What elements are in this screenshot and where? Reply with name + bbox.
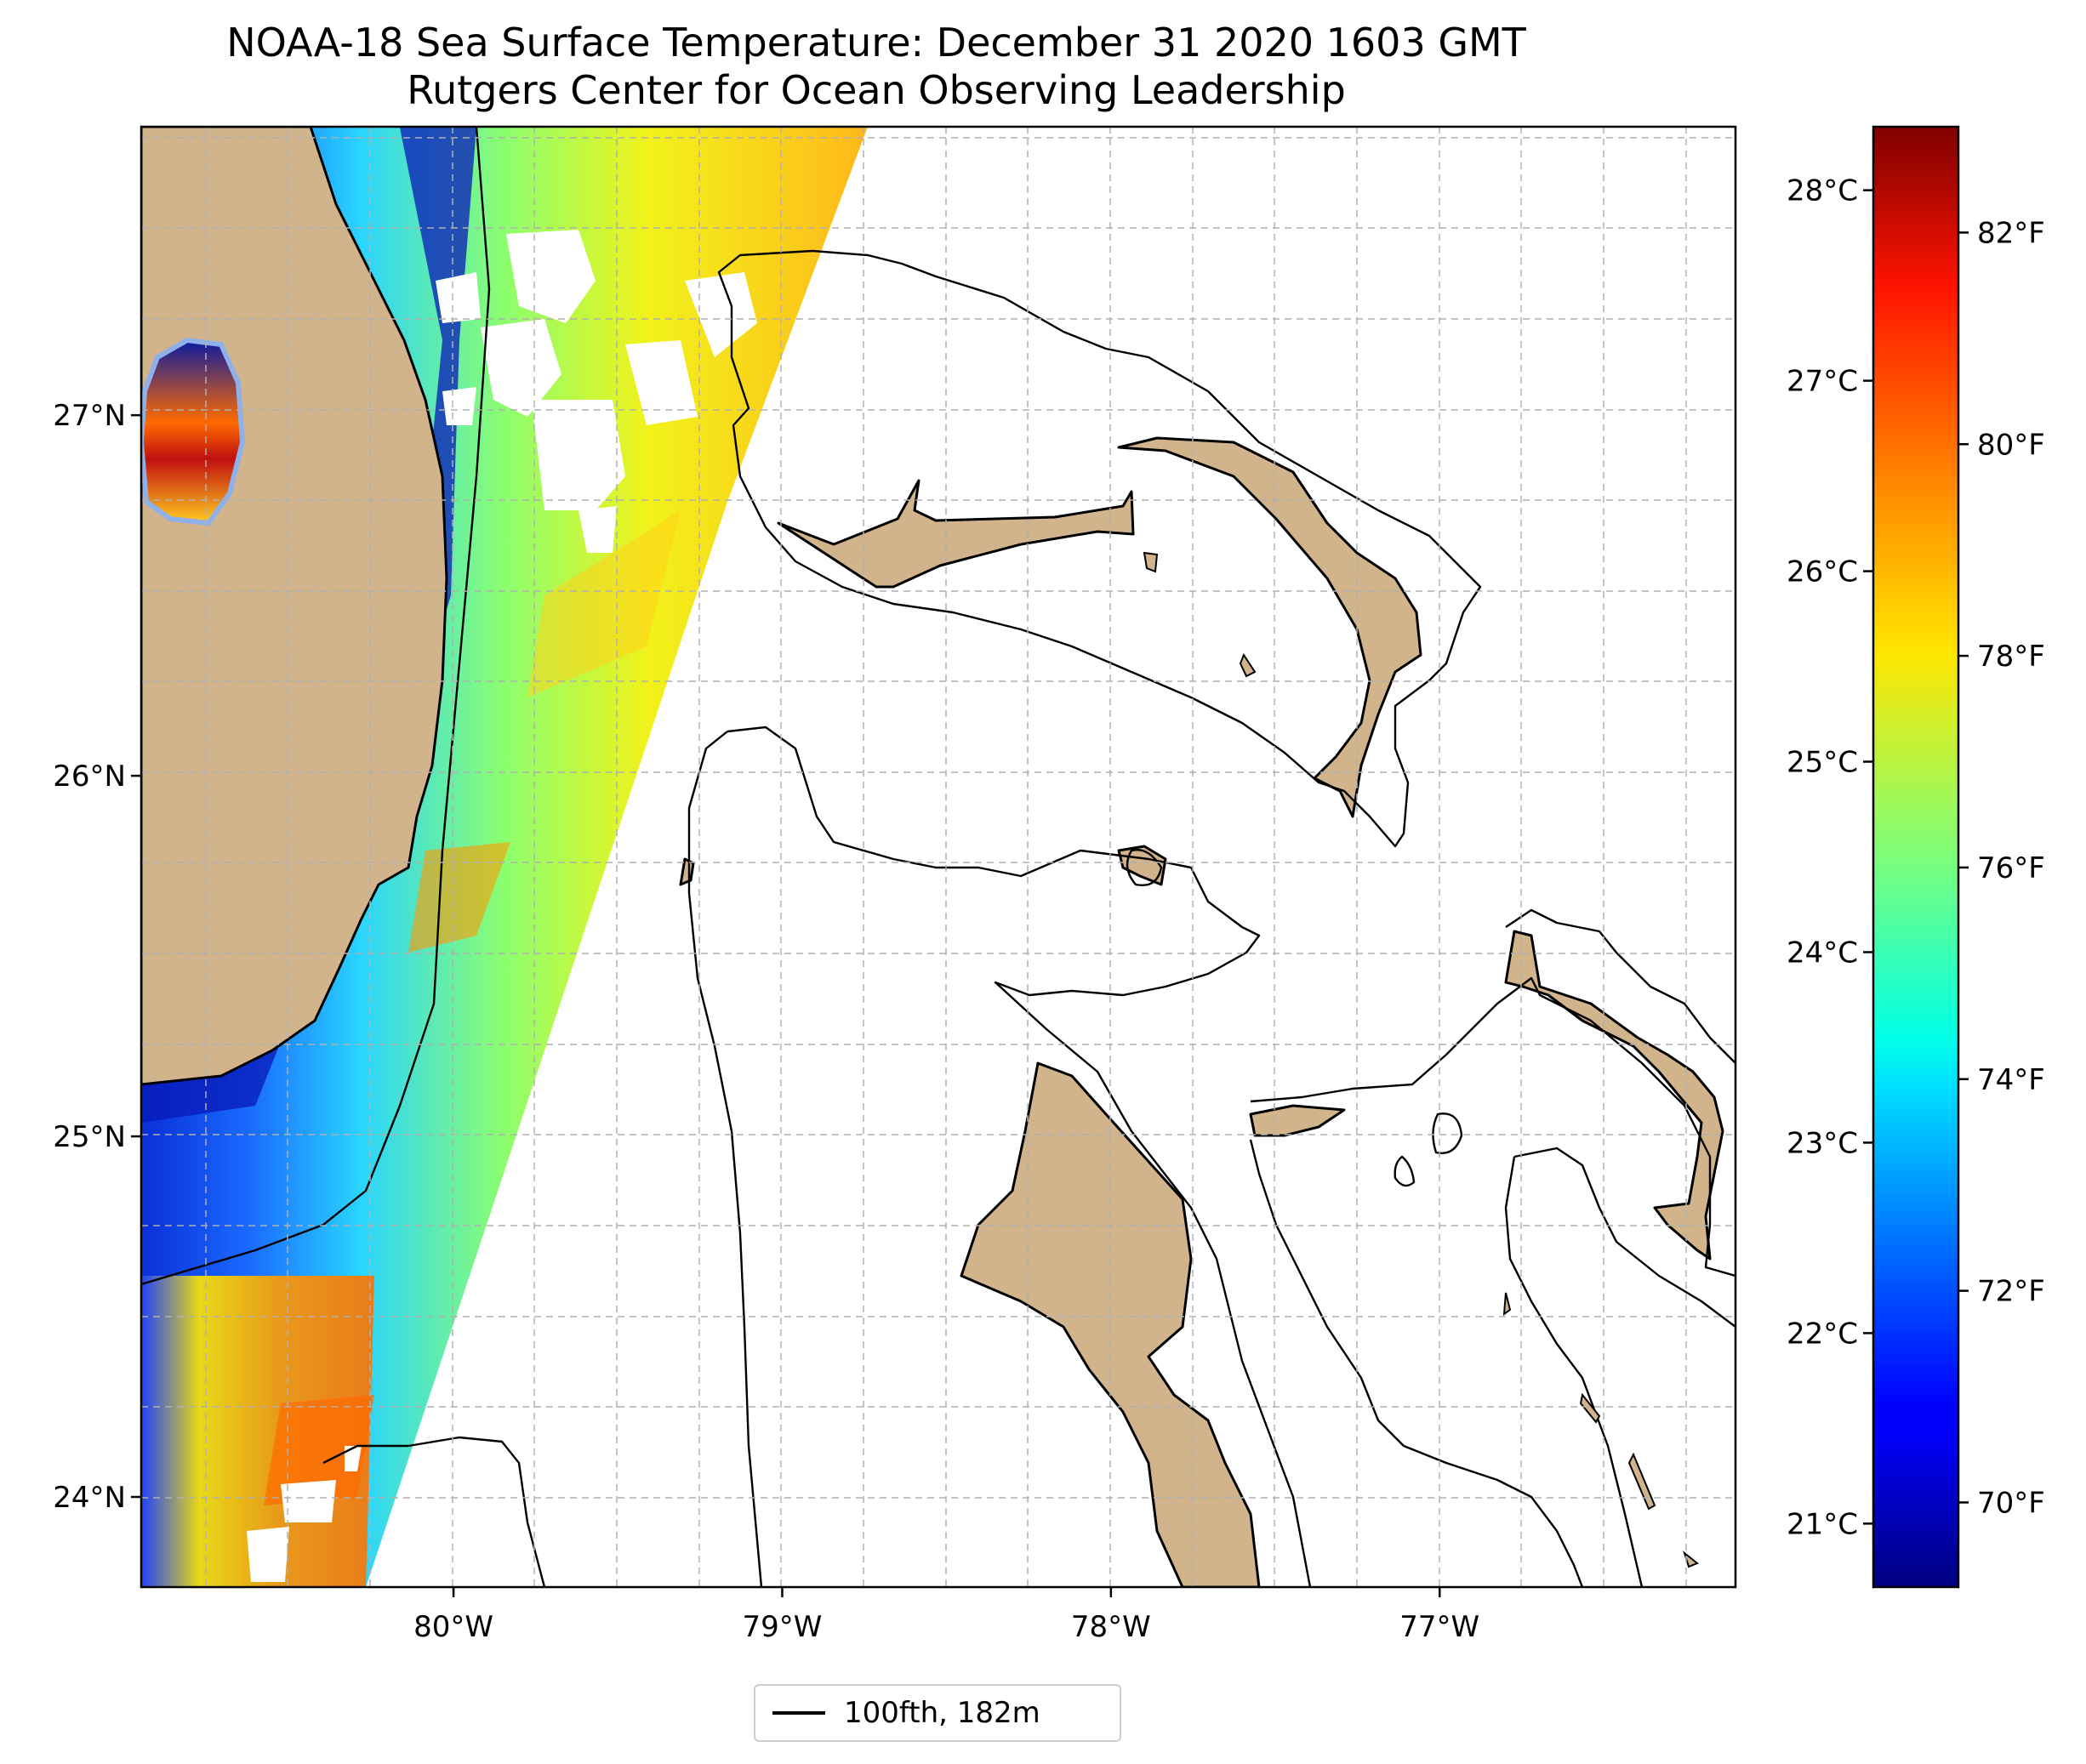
lon-tick-label: 80°W bbox=[413, 1610, 493, 1644]
lat-tick-label: 24°N bbox=[53, 1481, 126, 1515]
abaco-land bbox=[1117, 436, 1422, 818]
lon-tick-label: 78°W bbox=[1071, 1610, 1151, 1644]
celsius-tick-label: 23°C bbox=[1787, 1126, 1858, 1160]
andros-land bbox=[960, 1061, 1261, 1587]
lake-okeechobee-sst bbox=[141, 337, 246, 526]
map-frame bbox=[140, 125, 1737, 1589]
colorbar-fahrenheit-axis: 82°F 80°F 78°F 76°F 74°F 72°F 70°F bbox=[1958, 216, 2045, 1520]
lat-tick-label: 27°N bbox=[53, 399, 126, 433]
eleuthera-land bbox=[1504, 930, 1724, 1260]
gridlines bbox=[141, 127, 1735, 1587]
isobath-100fth bbox=[141, 127, 1735, 1587]
celsius-tick-label: 28°C bbox=[1787, 174, 1858, 208]
title-line-2: Rutgers Center for Ocean Observing Leade… bbox=[407, 67, 1346, 113]
title-line-1: NOAA-18 Sea Surface Temperature: Decembe… bbox=[226, 20, 1526, 65]
celsius-tick-label: 26°C bbox=[1787, 555, 1858, 589]
celsius-tick-label: 24°C bbox=[1787, 936, 1858, 970]
fahrenheit-tick-label: 76°F bbox=[1977, 851, 2045, 885]
cloud-gaps bbox=[247, 230, 757, 1582]
lon-tick-label: 79°W bbox=[743, 1610, 823, 1644]
fahrenheit-tick-label: 78°F bbox=[1977, 640, 2045, 674]
chart-title: NOAA-18 Sea Surface Temperature: Decembe… bbox=[0, 19, 1753, 114]
lat-axis: 27°N 26°N 25°N 24°N bbox=[53, 399, 141, 1515]
legend-label: 100fth, 182m bbox=[844, 1696, 1040, 1730]
celsius-tick-label: 21°C bbox=[1787, 1507, 1858, 1541]
fahrenheit-tick-label: 80°F bbox=[1977, 428, 2045, 462]
cays bbox=[1143, 551, 1699, 1568]
colorbar bbox=[1872, 125, 1960, 1589]
map-area bbox=[141, 127, 1735, 1587]
lon-tick-label: 77°W bbox=[1399, 1610, 1479, 1644]
legend-line-swatch bbox=[772, 1711, 825, 1715]
fahrenheit-tick-label: 70°F bbox=[1977, 1486, 2045, 1520]
celsius-tick-label: 22°C bbox=[1787, 1317, 1858, 1351]
fahrenheit-tick-label: 74°F bbox=[1977, 1063, 2045, 1097]
fahrenheit-tick-label: 72°F bbox=[1977, 1275, 2045, 1309]
celsius-tick-label: 25°C bbox=[1787, 746, 1858, 780]
lat-tick-label: 25°N bbox=[53, 1120, 126, 1154]
colorbar-celsius-axis: 28°C 27°C 26°C 25°C 24°C 23°C 22°C 21°C bbox=[1787, 174, 1873, 1541]
celsius-tick-label: 27°C bbox=[1787, 365, 1858, 399]
fahrenheit-tick-label: 82°F bbox=[1977, 216, 2045, 250]
legend: 100fth, 182m bbox=[754, 1684, 1121, 1742]
lat-tick-label: 26°N bbox=[53, 760, 126, 794]
lon-axis: 80°W 79°W 78°W 77°W bbox=[413, 1587, 1479, 1644]
